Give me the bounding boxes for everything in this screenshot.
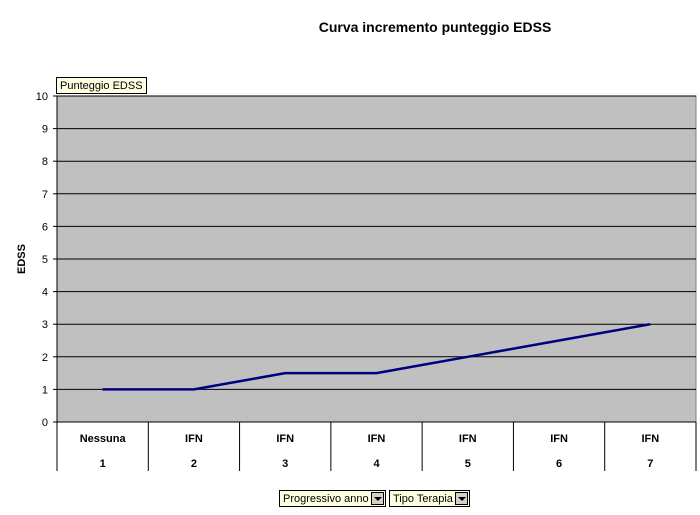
category-label-year: 6: [556, 458, 562, 470]
y-tick-label: 7: [42, 189, 48, 201]
row-field-tipo-terapia[interactable]: Tipo Terapia: [389, 490, 470, 507]
data-field-label: Punteggio EDSS: [60, 80, 143, 92]
y-tick-label: 3: [42, 319, 48, 331]
y-tick-label: 4: [42, 287, 48, 299]
y-tick-label: 10: [36, 91, 48, 103]
chart-title: Curva incremento punteggio EDSS: [318, 19, 552, 35]
y-axis-label: EDSS: [16, 244, 28, 274]
y-tick-label: 9: [42, 124, 48, 136]
category-label-therapy: IFN: [276, 433, 294, 445]
y-tick-labels: 0 1 2 3 4 5 6 7 8 9 10: [36, 91, 48, 429]
y-tick-label: 1: [42, 384, 48, 396]
y-tick-label: 0: [42, 417, 48, 429]
category-label-year: 2: [191, 458, 197, 470]
category-label-therapy: IFN: [368, 433, 386, 445]
row-field-label: Progressivo anno: [283, 493, 369, 505]
y-tick-label: 5: [42, 254, 48, 266]
category-label-year: 7: [647, 458, 653, 470]
row-field-label: Tipo Terapia: [393, 493, 453, 505]
y-tick-label: 8: [42, 156, 48, 168]
category-label-therapy: Nessuna: [80, 433, 127, 445]
category-label-therapy: IFN: [185, 433, 203, 445]
y-tick-label: 6: [42, 221, 48, 233]
series-line: [102, 322, 651, 391]
chevron-down-icon[interactable]: [370, 491, 384, 505]
data-field-button[interactable]: Punteggio EDSS: [56, 77, 147, 94]
category-axis: Nessuna 1 IFN 2 IFN 3 IFN 4 IFN 5 IFN 6 IFN 7: [56, 422, 697, 471]
y-tick-label: 2: [42, 352, 48, 364]
gridlines: [53, 95, 696, 423]
category-label-therapy: IFN: [459, 433, 477, 445]
row-field-progressivo-anno[interactable]: Progressivo anno: [279, 490, 386, 507]
category-label-therapy: IFN: [550, 433, 568, 445]
axes: [56, 96, 696, 423]
category-label-year: 4: [373, 458, 380, 470]
chevron-down-icon[interactable]: [454, 491, 468, 505]
category-label-year: 5: [465, 458, 471, 470]
category-label-therapy: IFN: [641, 433, 659, 445]
series-layer: [102, 322, 651, 391]
category-label-year: 3: [282, 458, 288, 470]
category-label-year: 1: [100, 458, 106, 470]
